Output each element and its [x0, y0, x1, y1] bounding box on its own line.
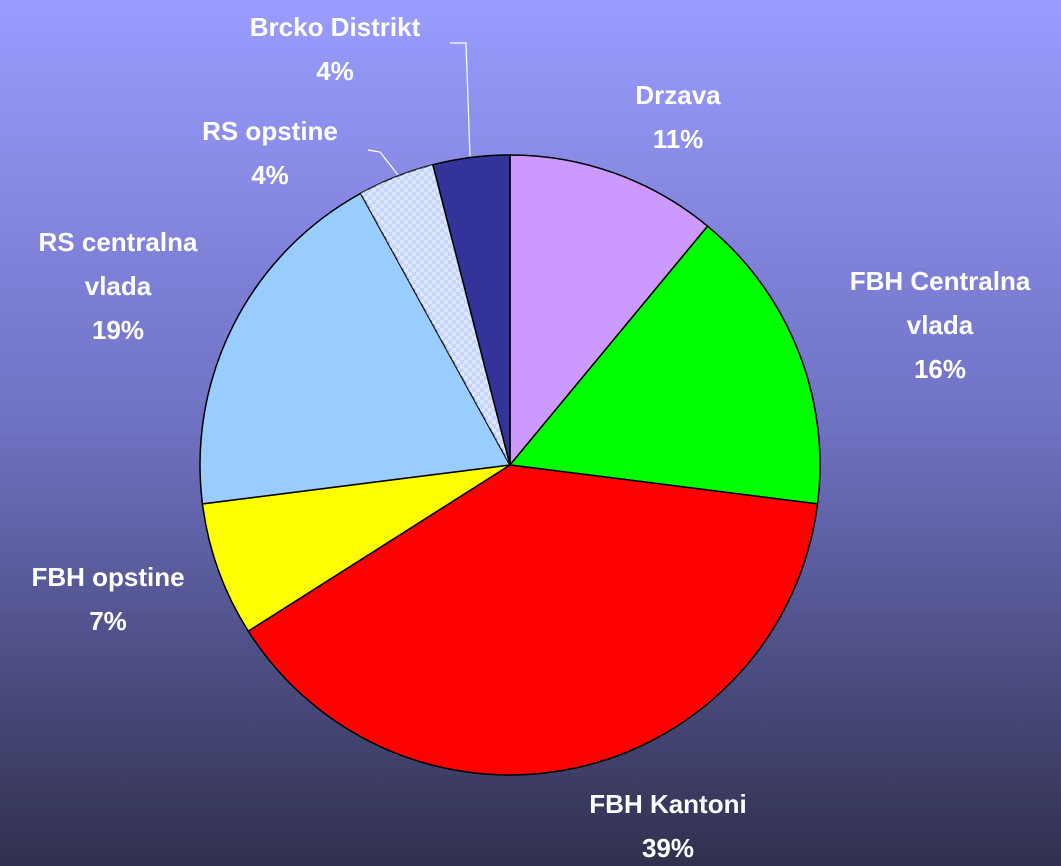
pie-slice — [199, 192, 512, 505]
pie-slice — [508, 225, 821, 505]
category-label: RS opstine — [202, 116, 338, 146]
value-label: 39% — [642, 833, 694, 863]
category-label: RS centralna vlada — [39, 227, 198, 301]
category-label: Drzava — [635, 80, 721, 110]
category-label: Brcko Distrikt — [250, 12, 421, 42]
pie-slice — [247, 464, 819, 776]
value-label: 11% — [653, 124, 704, 154]
value-label: 7% — [89, 606, 127, 636]
leader-line — [367, 149, 399, 176]
value-label: 19% — [92, 315, 144, 345]
value-label: 4% — [251, 160, 289, 190]
pie-slice-pattern — [360, 164, 510, 465]
pie-slice — [509, 154, 709, 468]
pie-slice — [431, 154, 511, 466]
category-label: FBH Kantoni — [589, 789, 746, 819]
value-label: 4% — [316, 56, 354, 86]
value-label: 16% — [914, 354, 966, 384]
category-label: FBH Centralna vlada — [850, 266, 1031, 340]
pie-slice — [201, 464, 511, 633]
category-label: FBH opstine — [31, 562, 184, 592]
leader-line — [450, 42, 471, 157]
